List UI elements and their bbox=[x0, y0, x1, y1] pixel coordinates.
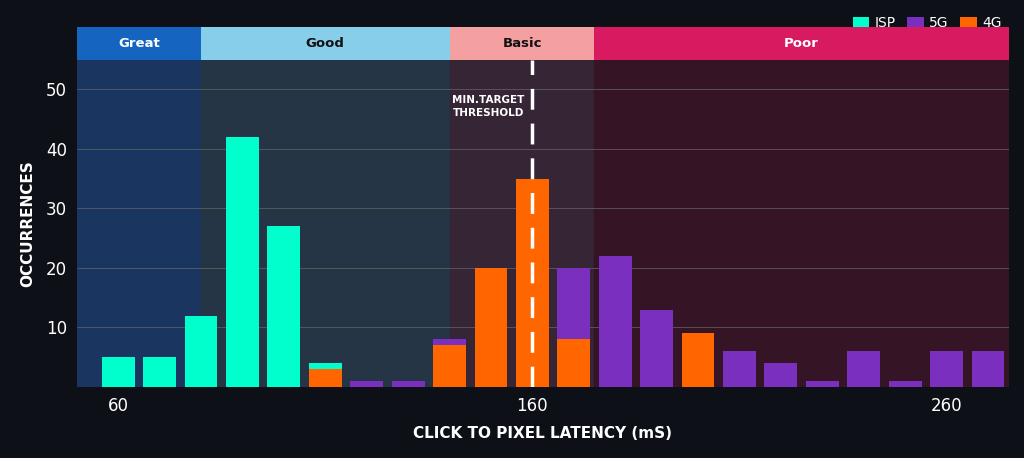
Bar bbox=[806, 381, 839, 387]
Bar bbox=[972, 351, 1005, 387]
Bar bbox=[77, 60, 201, 387]
Bar bbox=[765, 363, 798, 387]
Bar bbox=[557, 339, 590, 387]
Bar bbox=[101, 357, 134, 387]
Bar bbox=[184, 316, 217, 387]
Text: MIN.TARGET
THRESHOLD: MIN.TARGET THRESHOLD bbox=[452, 95, 524, 118]
Bar bbox=[350, 381, 383, 387]
Bar bbox=[930, 351, 963, 387]
Text: Great: Great bbox=[118, 37, 160, 50]
Bar bbox=[474, 268, 507, 387]
Bar bbox=[267, 226, 300, 387]
Bar bbox=[557, 268, 590, 387]
Bar bbox=[433, 345, 466, 387]
Y-axis label: OCCURRENCES: OCCURRENCES bbox=[19, 160, 35, 287]
X-axis label: CLICK TO PIXEL LATENCY (mS): CLICK TO PIXEL LATENCY (mS) bbox=[414, 426, 672, 441]
Bar bbox=[226, 137, 259, 387]
Bar bbox=[201, 60, 450, 387]
Bar bbox=[682, 345, 715, 387]
Bar bbox=[889, 381, 922, 387]
Bar bbox=[682, 333, 715, 387]
Bar bbox=[847, 351, 880, 387]
Bar bbox=[640, 310, 673, 387]
Bar bbox=[350, 381, 383, 387]
Bar bbox=[474, 316, 507, 387]
Bar bbox=[595, 60, 1009, 387]
Bar bbox=[723, 351, 756, 387]
Bar bbox=[392, 381, 425, 387]
Bar bbox=[599, 256, 632, 387]
Bar bbox=[433, 339, 466, 387]
Bar bbox=[516, 179, 549, 387]
Bar bbox=[392, 381, 425, 387]
Bar bbox=[143, 357, 176, 387]
Legend: ISP, 5G, 4G: ISP, 5G, 4G bbox=[853, 16, 1001, 30]
Bar bbox=[309, 363, 342, 387]
Bar bbox=[516, 256, 549, 387]
Text: Basic: Basic bbox=[502, 37, 542, 50]
Text: Poor: Poor bbox=[784, 37, 819, 50]
Bar bbox=[450, 60, 595, 387]
Bar bbox=[309, 369, 342, 387]
Text: Good: Good bbox=[306, 37, 345, 50]
